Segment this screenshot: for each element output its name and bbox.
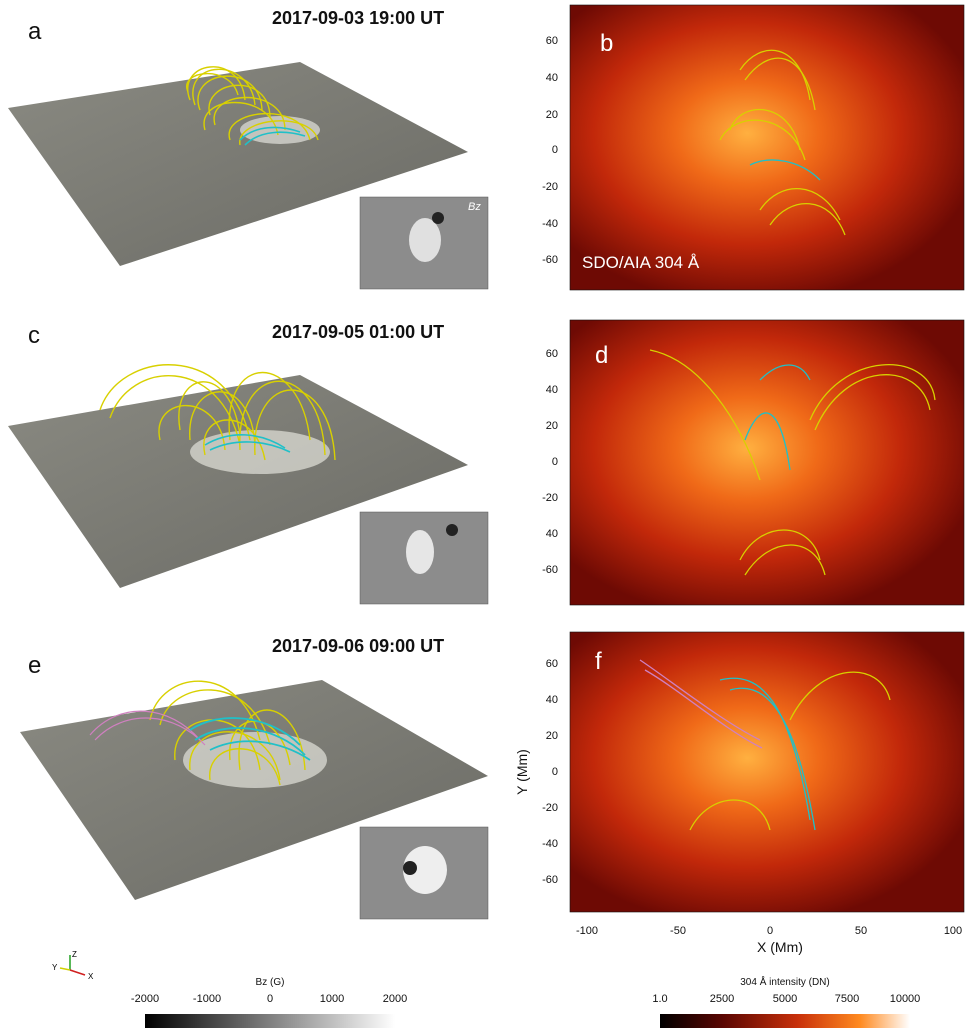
ytick-d-1: 40 [546,384,558,396]
x-axis-title: X (Mm) [757,939,803,955]
xtick-f-4: 100 [944,925,962,937]
panel-label-b: b [600,30,614,57]
bz-tick-1: -1000 [193,993,221,1005]
ytick-b-1: 40 [546,72,558,84]
aia-image-f [570,632,964,912]
field-lines-cyan-c [204,434,291,453]
intensity-colorbar-ticks: 1.0 2500 5000 7500 10000 [652,993,920,1005]
xtick-f-1: -50 [670,925,686,937]
ytick-b-4: -20 [542,181,558,193]
int-tick-3: 7500 [835,993,859,1005]
ytick-b-3: 0 [552,144,558,156]
field-lines-cyan-a [239,126,306,146]
ytick-f-6: -60 [542,874,558,886]
xtick-f-3: 50 [855,925,867,937]
ytick-b-5: -40 [542,218,558,230]
magnetogram-slab-a [8,62,468,266]
orient-x: X [88,972,94,981]
y-ticks-b: 60 40 20 0 -20 -40 -60 [542,35,558,266]
bz-tick-0: -2000 [131,993,159,1005]
axes-frame-f [569,631,965,913]
orient-z: Z [72,950,77,959]
aia-image-b [570,5,964,290]
field-lines-cyan-e [189,717,311,761]
int-tick-4: 10000 [890,993,921,1005]
timestamp-c: 2017-09-05 01:00 UT [272,322,445,342]
orientation-triad: Z X Y [52,950,94,981]
panel-label-d: d [595,342,609,369]
ytick-f-3: 0 [552,766,558,778]
active-region-e [183,732,327,788]
inset-a-bz-label: Bz [468,201,481,213]
inset-e-neg [403,861,417,875]
ytick-d-3: 0 [552,456,558,468]
instrument-label: SDO/AIA 304 Å [582,253,700,272]
magnetogram-slab-c [8,375,468,588]
bz-colorbar [145,1014,395,1028]
ytick-f-4: -20 [542,802,558,814]
field-lines-yellow-a [186,66,319,146]
timestamp-e: 2017-09-06 09:00 UT [272,636,445,656]
field-lines-pink-e [89,710,206,746]
overlay-f [639,659,891,831]
ytick-f-0: 60 [546,658,558,670]
bz-tick-3: 1000 [320,993,344,1005]
ytick-f-2: 20 [546,730,558,742]
inset-a-neg [432,212,444,224]
y-ticks-d: 60 40 20 0 -20 40 -60 [542,348,558,576]
panel-label-a: a [28,18,42,45]
inset-c-spot [406,530,434,574]
int-tick-2: 5000 [773,993,797,1005]
panel-label-f: f [595,648,602,675]
inset-a-spot [409,218,441,262]
active-region-c [190,430,330,474]
ytick-d-6: -60 [542,564,558,576]
inset-bz-text: Bz [468,201,481,213]
ytick-f-1: 40 [546,694,558,706]
int-tick-1: 2500 [710,993,734,1005]
orient-y: Y [52,963,58,972]
axes-frame-d [569,319,965,606]
ytick-d-0: 60 [546,348,558,360]
y-axis-title: Y (Mm) [514,749,530,795]
ytick-b-6: -60 [542,254,558,266]
x-ticks-f: -100 -50 0 50 100 [576,925,962,937]
axes-frame-b [569,4,965,291]
bz-tick-4: 2000 [383,993,407,1005]
ytick-b-0: 60 [546,35,558,47]
ytick-d-4: -20 [542,492,558,504]
y-ticks-f: 60 40 20 0 -20 -40 -60 [542,658,558,886]
bz-colorbar-ticks: -2000 -1000 0 1000 2000 [131,993,407,1005]
inset-c-neg [446,524,458,536]
ytick-d-5: 40 [546,528,558,540]
ytick-b-2: 20 [546,109,558,121]
ytick-d-2: 20 [546,420,558,432]
field-lines-yellow-c [99,364,336,461]
xtick-f-0: -100 [576,925,598,937]
intensity-colorbar [660,1014,910,1028]
int-tick-0: 1.0 [652,993,667,1005]
xtick-f-2: 0 [767,925,773,937]
timestamp-a: 2017-09-03 19:00 UT [272,8,445,28]
panel-label-c: c [28,322,40,349]
panel-label-e: e [28,652,42,679]
overlay-d [649,349,936,576]
aia-image-d [570,320,964,605]
magnetogram-slab-e [20,680,488,900]
overlay-b [719,49,846,236]
ytick-f-5: -40 [542,838,558,850]
bz-tick-2: 0 [267,993,273,1005]
intensity-colorbar-title: 304 Å intensity (DN) [740,975,829,988]
bz-colorbar-title: Bz (G) [256,977,285,988]
inset-e-spot [403,846,447,894]
